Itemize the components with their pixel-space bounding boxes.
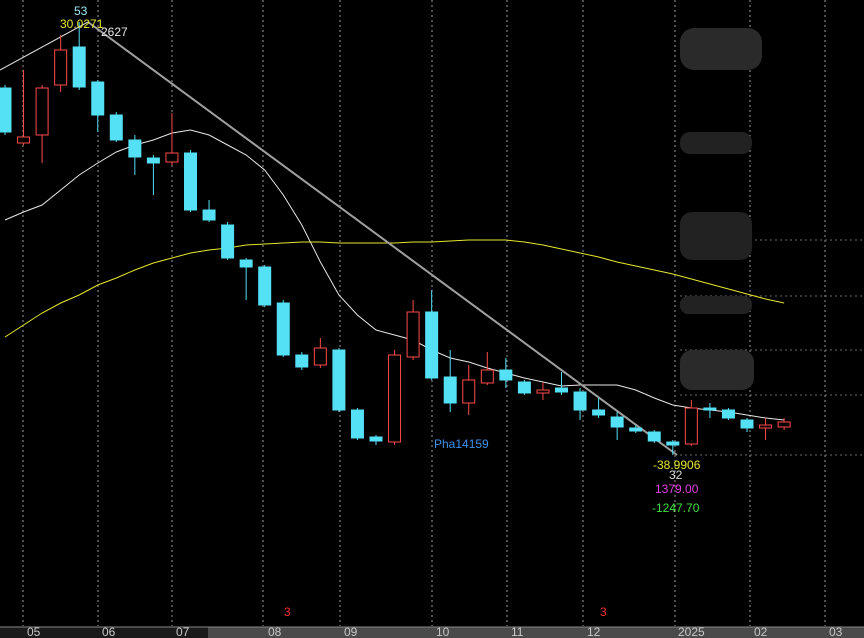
time-label: 05 — [27, 625, 41, 638]
candle-body — [480, 369, 494, 384]
time-label: 2025 — [678, 625, 705, 638]
marker: 3 — [284, 605, 291, 619]
ma-line — [4, 239, 785, 338]
candle-body — [109, 114, 123, 141]
candle-body — [35, 87, 49, 136]
candle-body — [0, 87, 12, 133]
blurred-label — [680, 350, 754, 390]
candle-body — [759, 424, 773, 429]
candle-body — [313, 347, 327, 366]
time-label: 09 — [344, 625, 358, 638]
candle-body — [406, 311, 420, 358]
blurred-label — [680, 132, 752, 154]
candle-body — [703, 407, 717, 411]
time-label: 11 — [511, 625, 524, 638]
blurred-label — [680, 212, 752, 260]
time-labels: 05 06 07 08 09 10 11 12 2025 02 03 — [27, 625, 843, 638]
trend-line — [87, 21, 678, 456]
candle-body — [128, 139, 142, 158]
candle-body — [462, 379, 476, 404]
axis-bar — [208, 627, 864, 638]
candle-body — [777, 421, 791, 428]
time-label: 03 — [829, 625, 843, 638]
candle-body — [165, 152, 179, 163]
blurred-label — [680, 296, 752, 314]
candle-body — [555, 387, 568, 393]
time-label: 08 — [268, 625, 282, 638]
candle-body — [295, 354, 309, 368]
candle-body — [332, 349, 346, 411]
candle-body — [221, 224, 235, 259]
time-axis — [0, 626, 864, 638]
time-label: 06 — [102, 625, 116, 638]
candle-body — [592, 409, 606, 416]
candle-body — [721, 409, 735, 419]
annotation: -38.9906 — [653, 458, 701, 472]
candle-body — [350, 409, 364, 439]
time-label: 12 — [587, 625, 601, 638]
annotation: 1379.00 — [655, 482, 699, 496]
candle-body — [258, 266, 272, 306]
candle-body — [369, 436, 383, 442]
time-label: 07 — [176, 625, 190, 638]
candle-body — [17, 136, 31, 144]
annotation: 32 — [669, 468, 683, 482]
candle-body — [499, 369, 513, 381]
blurred-label — [680, 28, 762, 70]
candle-body — [629, 427, 643, 432]
time-label: 02 — [754, 625, 768, 638]
trend-line — [0, 21, 89, 71]
candle-body — [184, 152, 197, 211]
time-label: 10 — [436, 625, 450, 638]
annotation: 2627 — [101, 25, 128, 39]
blurred-labels — [680, 28, 762, 390]
candle-body — [536, 389, 550, 394]
annotation: 30.0271 — [60, 17, 104, 31]
annotation: 53 — [74, 4, 88, 18]
candle-body — [517, 381, 531, 394]
candle-body — [740, 419, 754, 429]
candle-body — [425, 311, 439, 379]
axis-bar — [0, 627, 208, 638]
candle-body — [443, 376, 457, 404]
candle-body — [146, 157, 160, 164]
candle-body — [72, 46, 86, 88]
candle-body — [666, 441, 680, 446]
candle-body — [276, 302, 290, 356]
watermark: Pha14159 — [434, 437, 489, 451]
time-grid — [22, 0, 826, 626]
annotation: -1247.70 — [652, 501, 700, 515]
candle-body — [388, 354, 402, 443]
marker: 3 — [600, 605, 607, 619]
candle-body — [54, 49, 68, 86]
candle-body — [202, 209, 216, 221]
candle-body — [610, 416, 624, 428]
candle-body — [239, 259, 253, 268]
candle-body — [647, 431, 661, 442]
candle-body — [91, 81, 105, 116]
candle-body — [573, 391, 587, 411]
candle-body — [684, 407, 698, 445]
candles — [0, 22, 791, 455]
